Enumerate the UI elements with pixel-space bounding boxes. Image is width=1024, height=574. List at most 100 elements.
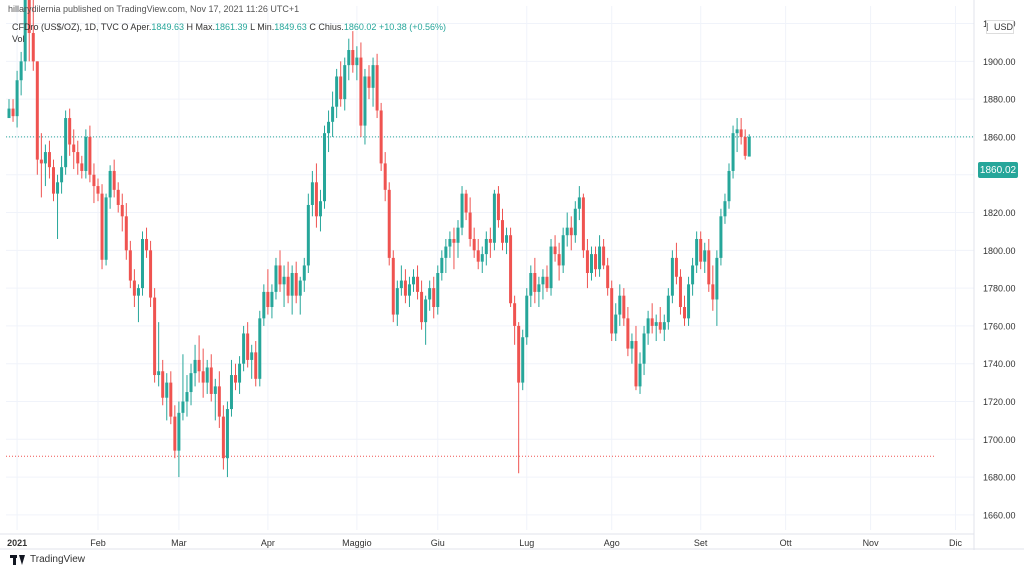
candle	[549, 238, 553, 296]
candle	[213, 378, 217, 421]
candle	[654, 314, 658, 342]
ohlc-legend: CFDro (US$/OZ), 1D, TVC O Aper.1849.63 H…	[12, 22, 446, 32]
brand-name: TradingView	[30, 554, 86, 565]
currency-selector[interactable]: USD	[986, 20, 1014, 34]
candle-body	[76, 152, 80, 164]
candle-body	[270, 291, 274, 308]
candle	[674, 242, 678, 285]
candle-body	[351, 50, 355, 66]
candle-body	[492, 193, 496, 243]
candle	[460, 186, 464, 236]
candle	[610, 280, 614, 342]
candle	[468, 197, 472, 247]
candle-body	[286, 276, 290, 296]
candle	[193, 344, 197, 387]
close-label: C	[309, 22, 316, 32]
candle-body	[496, 193, 500, 221]
candle-body	[221, 416, 225, 459]
candle	[278, 250, 282, 292]
candle	[149, 240, 153, 308]
symbol-suffix: ro (US$/OZ), 1D, TVC	[30, 22, 119, 32]
candle	[80, 155, 84, 179]
candle	[331, 91, 335, 137]
candle	[60, 155, 64, 194]
candle	[100, 184, 104, 270]
candle-body	[614, 314, 618, 334]
candle-body	[517, 325, 521, 383]
candle-body	[630, 341, 634, 349]
candle	[598, 235, 602, 277]
candle-body	[557, 254, 561, 266]
candle	[699, 231, 703, 270]
candle-body	[666, 295, 670, 323]
candle	[565, 212, 569, 247]
candle-body	[464, 193, 468, 213]
candle-body	[165, 382, 169, 398]
candle	[68, 108, 72, 156]
candle-body	[229, 375, 233, 410]
candle-body	[719, 216, 723, 258]
candle-body	[509, 235, 513, 304]
high-text: Max.	[195, 22, 216, 32]
volume-label: Vol	[12, 34, 25, 44]
candle-body	[480, 254, 484, 262]
candle-body	[64, 118, 68, 168]
x-tick-label: Ago	[604, 538, 620, 548]
candle-body	[173, 416, 177, 451]
candle-body	[185, 392, 189, 402]
candle	[221, 405, 225, 470]
candle-body	[395, 288, 399, 315]
candle	[678, 269, 682, 315]
candle	[650, 303, 654, 334]
candle	[302, 257, 306, 292]
candle	[646, 310, 650, 345]
candle	[217, 371, 221, 428]
candle-body	[703, 250, 707, 262]
candle	[638, 352, 642, 394]
high-value: 1861.39	[215, 22, 248, 32]
candle	[395, 280, 399, 326]
low-label: L	[250, 22, 255, 32]
candle	[31, 0, 35, 71]
tradingview-brand[interactable]: TradingView	[10, 554, 85, 565]
candle-body	[561, 235, 565, 266]
candle	[658, 307, 662, 334]
candle-body	[27, 0, 31, 34]
candle-body	[598, 246, 602, 270]
candle	[569, 216, 573, 251]
candle	[581, 193, 585, 258]
candle-body	[642, 333, 646, 364]
candle	[11, 99, 15, 122]
candle	[614, 303, 618, 342]
candle	[120, 193, 124, 232]
candle-body	[432, 288, 436, 308]
candle-body	[650, 318, 654, 326]
candle-body	[234, 375, 238, 383]
y-tick-label: 1760.00	[983, 321, 1016, 331]
candle-body	[488, 238, 492, 243]
candle	[15, 70, 19, 128]
candle-body	[217, 386, 221, 417]
candle	[23, 0, 27, 71]
candle-body	[355, 57, 359, 66]
candle	[727, 163, 731, 209]
candle-body	[537, 284, 541, 292]
candle-body	[294, 273, 298, 296]
close-text: Chius.	[318, 22, 344, 32]
candle-body	[136, 288, 140, 296]
grid-layer	[6, 6, 974, 530]
candle	[153, 288, 157, 383]
candle-body	[124, 216, 128, 251]
candle-body	[318, 201, 322, 217]
candle	[282, 265, 286, 308]
candle-body	[747, 136, 751, 157]
candle-body	[238, 363, 242, 383]
y-tick-label: 1900.00	[983, 57, 1016, 67]
candle-body	[505, 235, 509, 243]
change-value: +10.38	[378, 22, 407, 32]
candle-body	[569, 227, 573, 236]
reference-lines	[6, 136, 974, 457]
candle-body	[132, 280, 136, 296]
candle	[707, 238, 711, 292]
